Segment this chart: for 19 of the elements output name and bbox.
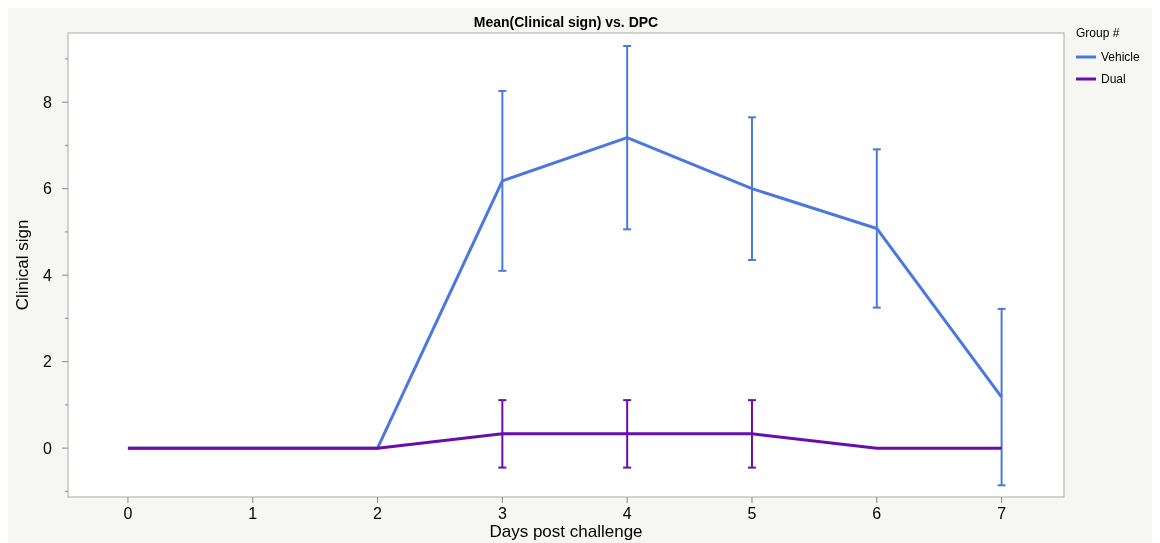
y-tick-label: 6 [43, 180, 53, 198]
y-tick-label: 2 [43, 353, 53, 371]
chart-title: Mean(Clinical sign) vs. DPC [473, 14, 659, 30]
x-tick-label: 0 [123, 505, 133, 522]
x-tick-label: 4 [622, 505, 632, 522]
x-tick-label: 2 [373, 505, 383, 522]
y-axis-title: Clinical sign [13, 219, 32, 311]
x-axis-title: Days post challenge [489, 522, 643, 541]
x-tick-label: 1 [248, 505, 258, 522]
legend-label: Dual [1101, 72, 1126, 87]
x-tick-label: 7 [997, 505, 1007, 522]
legend-label: Vehicle [1101, 50, 1141, 65]
y-tick-label: 8 [43, 93, 53, 111]
y-tick-label: 4 [43, 266, 53, 284]
x-tick-label: 5 [747, 505, 757, 522]
x-tick-label: 6 [872, 505, 882, 522]
x-tick-label: 3 [497, 505, 507, 522]
legend-title: Group # [1076, 26, 1120, 40]
y-tick-label: 0 [43, 439, 53, 457]
